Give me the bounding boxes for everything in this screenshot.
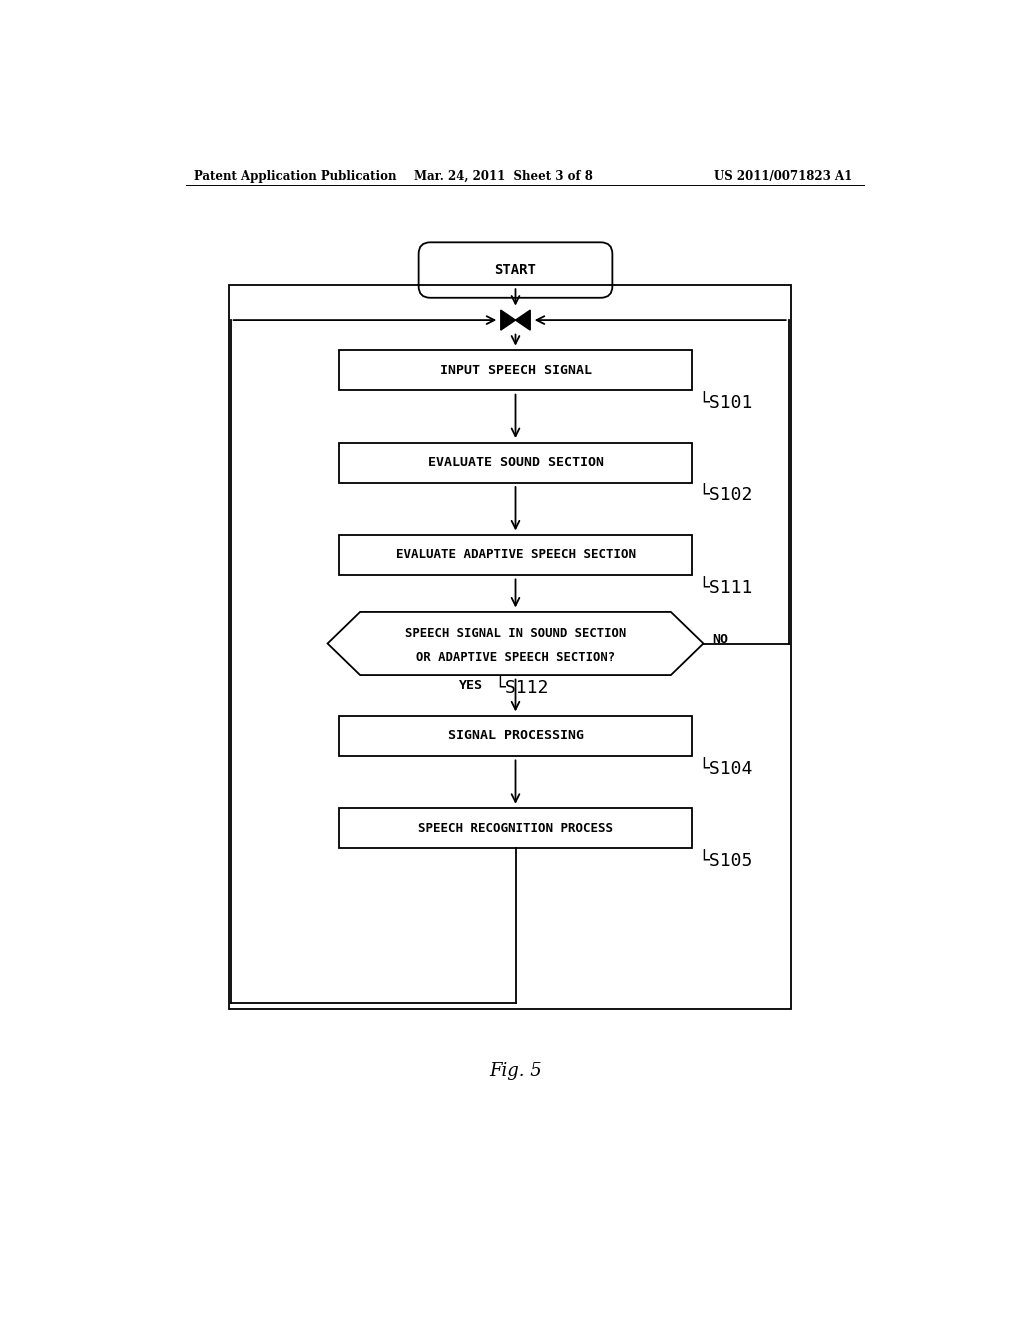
Polygon shape	[328, 612, 703, 675]
Text: SIGNAL PROCESSING: SIGNAL PROCESSING	[447, 730, 584, 742]
Polygon shape	[501, 310, 515, 330]
Text: Mar. 24, 2011  Sheet 3 of 8: Mar. 24, 2011 Sheet 3 of 8	[415, 170, 593, 183]
Text: SPEECH RECOGNITION PROCESS: SPEECH RECOGNITION PROCESS	[418, 822, 613, 834]
Bar	[228, 285, 791, 1010]
Text: US 2011/0071823 A1: US 2011/0071823 A1	[715, 170, 853, 183]
Text: └S105: └S105	[698, 853, 753, 870]
Text: START: START	[495, 263, 537, 277]
Polygon shape	[515, 310, 530, 330]
Text: └S104: └S104	[698, 760, 753, 777]
Bar	[339, 715, 692, 756]
Text: └S112: └S112	[494, 678, 548, 697]
Bar	[339, 442, 692, 483]
Text: Fig. 5: Fig. 5	[489, 1061, 542, 1080]
Text: OR ADAPTIVE SPEECH SECTION?: OR ADAPTIVE SPEECH SECTION?	[416, 651, 615, 664]
Bar	[339, 808, 692, 849]
FancyBboxPatch shape	[419, 243, 612, 298]
Bar	[339, 535, 692, 576]
Text: EVALUATE SOUND SECTION: EVALUATE SOUND SECTION	[427, 455, 603, 469]
Bar	[339, 350, 692, 391]
Text: └S101: └S101	[698, 395, 753, 412]
Text: INPUT SPEECH SIGNAL: INPUT SPEECH SIGNAL	[439, 363, 592, 376]
Text: EVALUATE ADAPTIVE SPEECH SECTION: EVALUATE ADAPTIVE SPEECH SECTION	[395, 548, 636, 561]
Text: Patent Application Publication: Patent Application Publication	[194, 170, 396, 183]
Text: YES: YES	[459, 678, 483, 692]
Text: └S111: └S111	[698, 578, 753, 597]
Text: NO: NO	[713, 634, 729, 647]
Text: └S102: └S102	[698, 487, 753, 504]
Text: SPEECH SIGNAL IN SOUND SECTION: SPEECH SIGNAL IN SOUND SECTION	[404, 627, 626, 640]
